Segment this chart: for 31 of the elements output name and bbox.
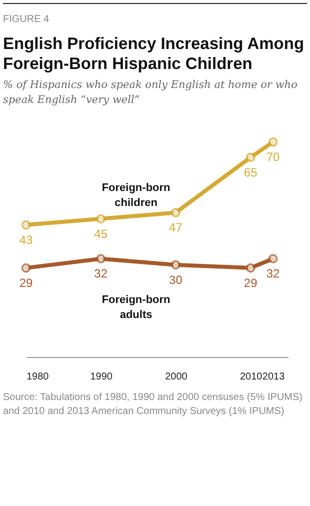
point: [171, 260, 180, 270]
data-label: 30: [169, 272, 183, 287]
point: [171, 208, 180, 218]
x-tick-label: 2013: [262, 372, 286, 382]
x-tick-label: 2010: [240, 372, 263, 382]
source-note: Source: Tabulations of 1980, 1990 and 2000 censuses (5% IPUMS) and 2010 and 2013 American Community Surveys (1% IPUMS): [3, 391, 304, 419]
chart-subtitle: % of Hispanics who speak only English at home or who speak English “very well”: [3, 78, 298, 108]
data-label: 65: [244, 165, 258, 180]
point: [246, 152, 256, 162]
point: [268, 254, 278, 264]
data-label: 43: [19, 232, 33, 247]
point: [96, 254, 106, 264]
text: Foreign-born adults: [102, 294, 171, 322]
point: [96, 214, 106, 224]
chart-title: English Proficiency Increasing Among Foreign-Born Hispanic Children: [3, 34, 306, 74]
point: [268, 137, 278, 147]
point: [21, 220, 31, 230]
data-label: 29: [19, 276, 33, 290]
data-label: 45: [94, 226, 108, 241]
data-label: 70: [266, 150, 280, 164]
data-label: 47: [169, 220, 183, 235]
caption: FIGURE 4: [3, 14, 50, 25]
x-tick-label: 1990: [90, 372, 113, 382]
data-label: 32: [266, 266, 280, 281]
point: [21, 263, 31, 273]
point: [246, 263, 256, 273]
series-label: Foreign-born children: [102, 182, 171, 210]
x-tick-label: 2000: [165, 372, 188, 382]
data-label: 29: [244, 276, 258, 290]
data-label: 32: [94, 266, 108, 281]
x-tick-label: 1980: [26, 372, 50, 382]
